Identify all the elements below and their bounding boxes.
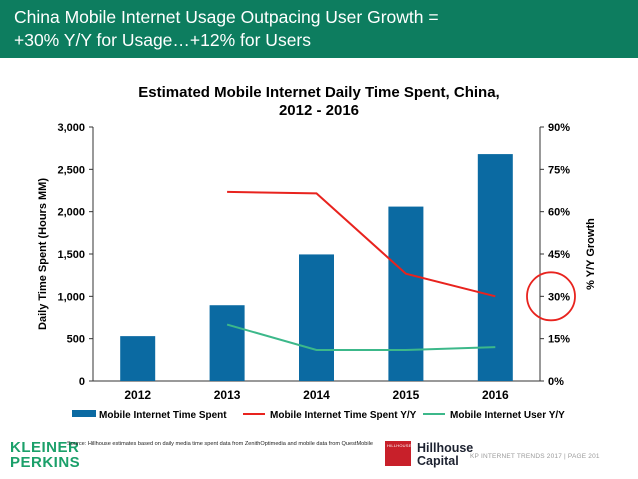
slide-title-line-2: +30% Y/Y for Usage…+12% for Users	[14, 30, 312, 50]
x-tick-label: 2013	[214, 388, 241, 402]
bar-2015	[388, 206, 424, 381]
hillhouse-badge-text: HILLHOUSE	[387, 443, 412, 448]
line-series-mobile-internet-user-y-y	[226, 323, 496, 351]
y-tick-label-left: 2,500	[57, 164, 85, 176]
y-tick-label-left: 0	[79, 376, 85, 388]
y-tick-label-left: 500	[67, 334, 85, 346]
x-tick-label: 2014	[303, 388, 330, 402]
y-tick-label-left: 3,000	[57, 122, 85, 134]
hillhouse-name-line-2: Capital	[417, 454, 459, 468]
y-tick-label-left: 2,000	[57, 207, 85, 219]
highlight-circle	[526, 271, 576, 322]
y-tick-label-right: 45%	[548, 249, 570, 261]
y-tick-label-right: 30%	[548, 291, 570, 303]
bar-2013	[209, 305, 245, 381]
y-tick-label-left: 1,500	[57, 249, 85, 261]
y-tick-label-right: 15%	[548, 334, 570, 346]
slide-header: China Mobile Internet Usage Outpacing Us…	[0, 0, 638, 58]
x-tick-label: 2016	[482, 388, 509, 402]
hillhouse-logo-badge: HILLHOUSE	[385, 441, 411, 466]
legend-label: Mobile Internet User Y/Y	[450, 410, 565, 421]
x-tick-label: 2015	[393, 388, 420, 402]
y-axis-label-right: % Y/Y Growth	[585, 218, 597, 290]
chart-title-line-1: Estimated Mobile Internet Daily Time Spe…	[138, 84, 500, 101]
x-tick-label: 2012	[124, 388, 151, 402]
bar-2014	[299, 254, 334, 381]
hillhouse-name-line-1: Hillhouse	[417, 441, 474, 455]
legend-swatch-bar	[72, 410, 96, 417]
bar-2012	[120, 336, 156, 381]
hillhouse-name: Hillhouse Capital	[417, 442, 473, 468]
y-axis-label-left: Daily Time Spent (Hours MM)	[37, 178, 49, 330]
kleiner-perkins-logo: KLEINER PERKINS	[10, 440, 80, 470]
chart-title-line-2: 2012 - 2016	[278, 102, 360, 119]
bar-2016	[477, 154, 513, 381]
legend-label: Mobile Internet Time Spent Y/Y	[270, 410, 417, 421]
y-tick-label-right: 90%	[548, 122, 570, 134]
line-series-mobile-internet-time-spent-y-y	[227, 190, 496, 298]
slide-title-line-1: China Mobile Internet Usage Outpacing Us…	[14, 7, 439, 27]
y-tick-label-right: 60%	[548, 207, 570, 219]
legend-label: Mobile Internet Time Spent	[99, 410, 227, 421]
source-note: Source: Hillhouse estimates based on dai…	[67, 441, 373, 447]
y-tick-label-left: 1,000	[57, 291, 85, 303]
logo-line-2: PERKINS	[10, 454, 81, 471]
page-reference: KP INTERNET TRENDS 2017 | PAGE 201	[470, 453, 600, 460]
y-tick-label-right: 0%	[548, 376, 564, 388]
logo-line-1: KLEINER	[10, 439, 80, 456]
y-tick-label-right: 75%	[548, 164, 570, 176]
